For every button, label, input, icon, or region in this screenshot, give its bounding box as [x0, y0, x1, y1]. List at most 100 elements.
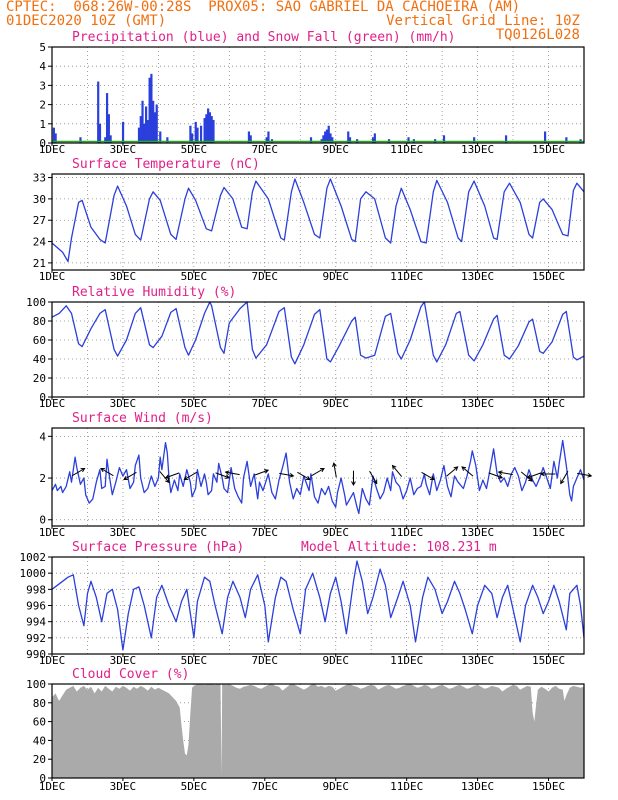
wind-arrowhead	[373, 479, 378, 485]
panel-title: Surface Wind (m/s)	[72, 411, 213, 426]
precip-bar	[159, 131, 162, 143]
precip-bar	[189, 125, 192, 143]
precip-bar	[265, 137, 268, 143]
precip-bar	[150, 73, 153, 143]
precip-bar	[348, 137, 352, 143]
wind-arrowhead	[351, 481, 356, 487]
plot-frame	[51, 46, 585, 144]
x-tick-label: 3DEC	[110, 654, 137, 667]
y-tick-label: 1	[39, 118, 46, 131]
wind-arrow	[392, 465, 403, 477]
header-date: 01DEC2020 10Z (GMT)	[6, 13, 167, 29]
precip-bar	[267, 131, 270, 143]
y-tick-label: 0	[39, 137, 46, 150]
precip-bar	[249, 135, 252, 143]
x-tick-label: 15DEC	[532, 270, 565, 283]
precip-bar	[98, 123, 102, 143]
wind-arrowhead	[429, 475, 435, 481]
y-tick-label: 992	[26, 632, 46, 645]
x-tick-label: 9DEC	[322, 143, 349, 156]
x-tick-label: 11DEC	[390, 143, 423, 156]
x-tick-label: 15DEC	[532, 780, 565, 793]
y-tick-label: 5	[39, 41, 46, 54]
plot-frame	[51, 173, 585, 271]
x-tick-label: 7DEC	[252, 270, 279, 283]
wind-arrow	[333, 463, 337, 478]
precip-bar	[331, 137, 334, 143]
y-tick-label: 1000	[20, 567, 47, 580]
x-tick-label: 13DEC	[461, 526, 494, 539]
wind-arrowhead	[587, 473, 593, 478]
y-tick-label: 30	[33, 193, 46, 206]
wind-arrowhead	[332, 462, 337, 468]
y-tick-label: 21	[33, 257, 46, 270]
panel-title: Surface Pressure (hPa)	[72, 540, 244, 555]
wind-arrow	[311, 468, 325, 477]
series-line	[51, 439, 585, 515]
wind-arrowhead	[453, 466, 459, 471]
y-tick-label: 998	[26, 583, 46, 596]
x-tick-label: 13DEC	[461, 654, 494, 667]
wind-arrowhead	[165, 478, 170, 484]
series-line	[51, 560, 585, 651]
precip-bar	[79, 137, 82, 143]
x-tick-label: 7DEC	[252, 526, 279, 539]
precip-bar	[473, 137, 476, 143]
precip-bar	[121, 121, 125, 143]
wind-arrowhead	[100, 467, 106, 473]
precip-bar	[325, 129, 329, 143]
precip-bar	[565, 137, 568, 143]
wind-arrow	[184, 471, 197, 480]
x-tick-label: 9DEC	[322, 526, 349, 539]
precip-bar	[504, 135, 508, 143]
wind-arrowhead	[305, 475, 311, 481]
x-tick-label: 1DEC	[39, 780, 66, 793]
x-tick-label: 3DEC	[110, 526, 137, 539]
x-tick-label: 15DEC	[532, 397, 565, 410]
wind-arrowhead	[224, 474, 231, 479]
x-tick-label: 7DEC	[252, 397, 279, 410]
wind-arrowhead	[391, 464, 397, 470]
wind-arrowhead	[560, 479, 565, 485]
precip-bar	[141, 100, 144, 143]
precip-bar	[210, 116, 213, 143]
x-tick-label: 3DEC	[110, 780, 137, 793]
precip-bar	[543, 131, 547, 143]
precip-bar	[139, 116, 142, 143]
y-tick-label: 24	[33, 236, 47, 249]
y-tick-label: 996	[26, 600, 46, 613]
wind-arrowhead	[498, 474, 504, 479]
wind-arrowhead	[123, 475, 129, 481]
precip-bar	[407, 137, 410, 143]
y-tick-label: 1002	[20, 551, 47, 564]
cloud-cover-area	[52, 684, 584, 778]
wind-arrow	[100, 468, 114, 477]
precip-bar	[322, 135, 325, 143]
wind-arrow	[165, 472, 180, 479]
x-tick-label: 11DEC	[390, 780, 423, 793]
y-tick-label: 40	[33, 734, 46, 747]
header-station: CPTEC: 068:26W-00:28S PROX05: SAO GABRIE…	[6, 0, 521, 15]
precip-bar	[207, 108, 210, 143]
precip-bar	[371, 137, 375, 143]
y-tick-label: 0	[39, 514, 46, 527]
precip-bar	[208, 112, 212, 143]
y-tick-label: 2	[39, 472, 46, 485]
x-tick-label: 5DEC	[181, 143, 208, 156]
wind-arrowhead	[319, 467, 325, 473]
y-tick-label: 60	[33, 334, 46, 347]
wind-arrowhead	[497, 470, 503, 475]
panel-title: Surface Temperature (nC)	[72, 157, 260, 172]
wind-arrowhead	[164, 474, 170, 479]
wind-arrow	[215, 472, 230, 479]
precip-bar	[327, 125, 330, 143]
x-tick-label: 15DEC	[532, 526, 565, 539]
x-tick-label: 13DEC	[461, 397, 494, 410]
x-tick-label: 9DEC	[322, 270, 349, 283]
wind-arrow	[446, 466, 458, 477]
wind-arrowhead	[224, 470, 230, 475]
y-tick-label: 27	[33, 214, 46, 227]
precip-bar	[324, 131, 327, 143]
precip-bar	[196, 127, 199, 143]
precip-bar	[153, 112, 157, 143]
